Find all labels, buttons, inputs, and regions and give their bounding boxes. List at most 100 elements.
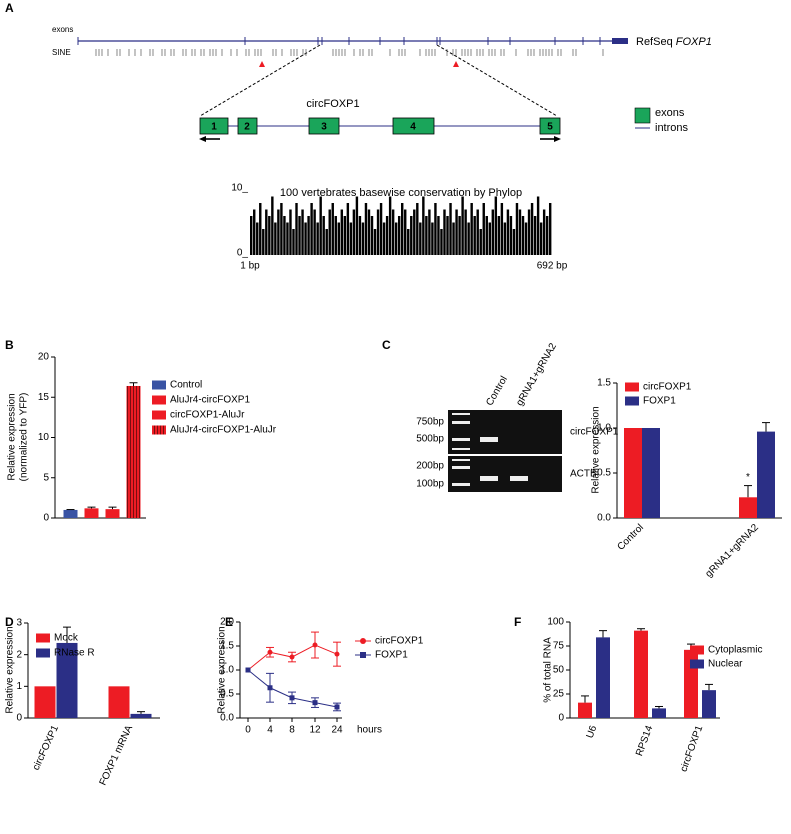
bar [634, 630, 648, 718]
panel-label: C [382, 338, 391, 352]
y-axis-label: (normalized to YFP) [19, 393, 30, 482]
bar [497, 216, 501, 255]
bar [358, 216, 362, 255]
bar [126, 385, 141, 518]
bar [256, 222, 259, 255]
legend-swatch [152, 410, 166, 420]
y-tick-label: 1 [16, 681, 22, 692]
bar [512, 229, 516, 255]
y-tick-label: 1.5 [597, 378, 611, 389]
bar [464, 209, 467, 255]
exon-box [539, 117, 561, 135]
bar [437, 216, 440, 255]
ladder-band [452, 459, 470, 461]
y-tick-label: 0 [43, 513, 49, 524]
bar [503, 222, 507, 255]
bar [334, 216, 337, 255]
bar [313, 209, 316, 255]
bar [449, 203, 452, 255]
bar [63, 509, 78, 518]
legend-swatch [36, 633, 50, 643]
bar [539, 222, 543, 255]
bar [652, 708, 666, 718]
bar [515, 203, 519, 255]
bar [470, 203, 473, 255]
y-tick-label: 0 [16, 713, 22, 724]
bar [310, 203, 313, 255]
point [245, 667, 251, 673]
ladder-band [452, 483, 470, 486]
bar [524, 222, 528, 255]
ladder-band [452, 448, 470, 450]
marker-label: 500bp [416, 434, 444, 445]
circ-label: circFOXP1 [306, 98, 359, 110]
legend-label: Nuclear [708, 659, 743, 670]
point [334, 704, 340, 710]
exon-number: 5 [547, 122, 553, 133]
y-tick-label: 0.0 [597, 513, 611, 524]
marker-label: 750bp [416, 417, 444, 428]
legend-label: Control [170, 380, 202, 391]
panel-label: F [514, 615, 521, 629]
x-tick-label: 0 [245, 725, 251, 736]
bar [343, 216, 347, 255]
y-tick-label: 0.5 [597, 468, 611, 479]
gel-band [480, 437, 498, 442]
x-tick-label: 4 [267, 725, 273, 736]
legend-label: circFOXP1-AluJr [170, 410, 245, 421]
bar [373, 229, 377, 255]
row-label: ACTB [570, 469, 597, 480]
bar [545, 216, 549, 255]
bar [488, 222, 491, 255]
bar [413, 209, 416, 255]
row-label: circFOXP1 [570, 427, 619, 438]
bar [509, 216, 513, 255]
y-tick-label: 0 [558, 713, 564, 724]
bar [739, 497, 757, 518]
bar [337, 222, 340, 255]
bar [479, 229, 482, 255]
bar [404, 209, 407, 255]
bar [388, 196, 392, 255]
point [267, 685, 273, 691]
bar [292, 229, 295, 255]
y-tick-label: 25 [553, 689, 565, 700]
y-tick-label: 0.5 [220, 689, 234, 700]
bar [473, 216, 476, 255]
arrow-head [554, 136, 561, 142]
bar [530, 203, 534, 255]
bar [385, 216, 389, 255]
panel-label: B [5, 338, 14, 352]
bar [331, 203, 334, 255]
point [267, 649, 273, 655]
exon-box [308, 117, 340, 135]
gel-bottom [448, 456, 562, 492]
y-axis-label: Relative expression [217, 626, 228, 713]
bar [325, 229, 328, 255]
legend-marker [360, 652, 366, 658]
legend-label: introns [655, 122, 689, 134]
legend-label: FOXP1 [375, 650, 408, 661]
panel-label: D [5, 615, 14, 629]
bar [250, 216, 253, 255]
bar [416, 203, 419, 255]
bar [428, 209, 431, 255]
bar [455, 209, 458, 255]
legend-swatch [625, 382, 639, 392]
arrow-head [199, 136, 206, 142]
y-tick-label: 10_ [231, 183, 248, 194]
x-tick-label: 24 [331, 725, 343, 736]
bar [391, 209, 395, 255]
point [312, 700, 318, 706]
point [334, 651, 340, 657]
gel: 750bp 500bp 200bp 100bp Control gRNA1+gR… [416, 341, 619, 492]
bar [702, 690, 716, 718]
legend-label: FOXP1 [643, 396, 676, 407]
bar [482, 203, 485, 255]
bar [108, 686, 130, 718]
exon-number: 2 [244, 122, 250, 133]
bar [542, 209, 546, 255]
bar [352, 209, 356, 255]
exon-box [237, 117, 258, 135]
bar [446, 216, 449, 255]
